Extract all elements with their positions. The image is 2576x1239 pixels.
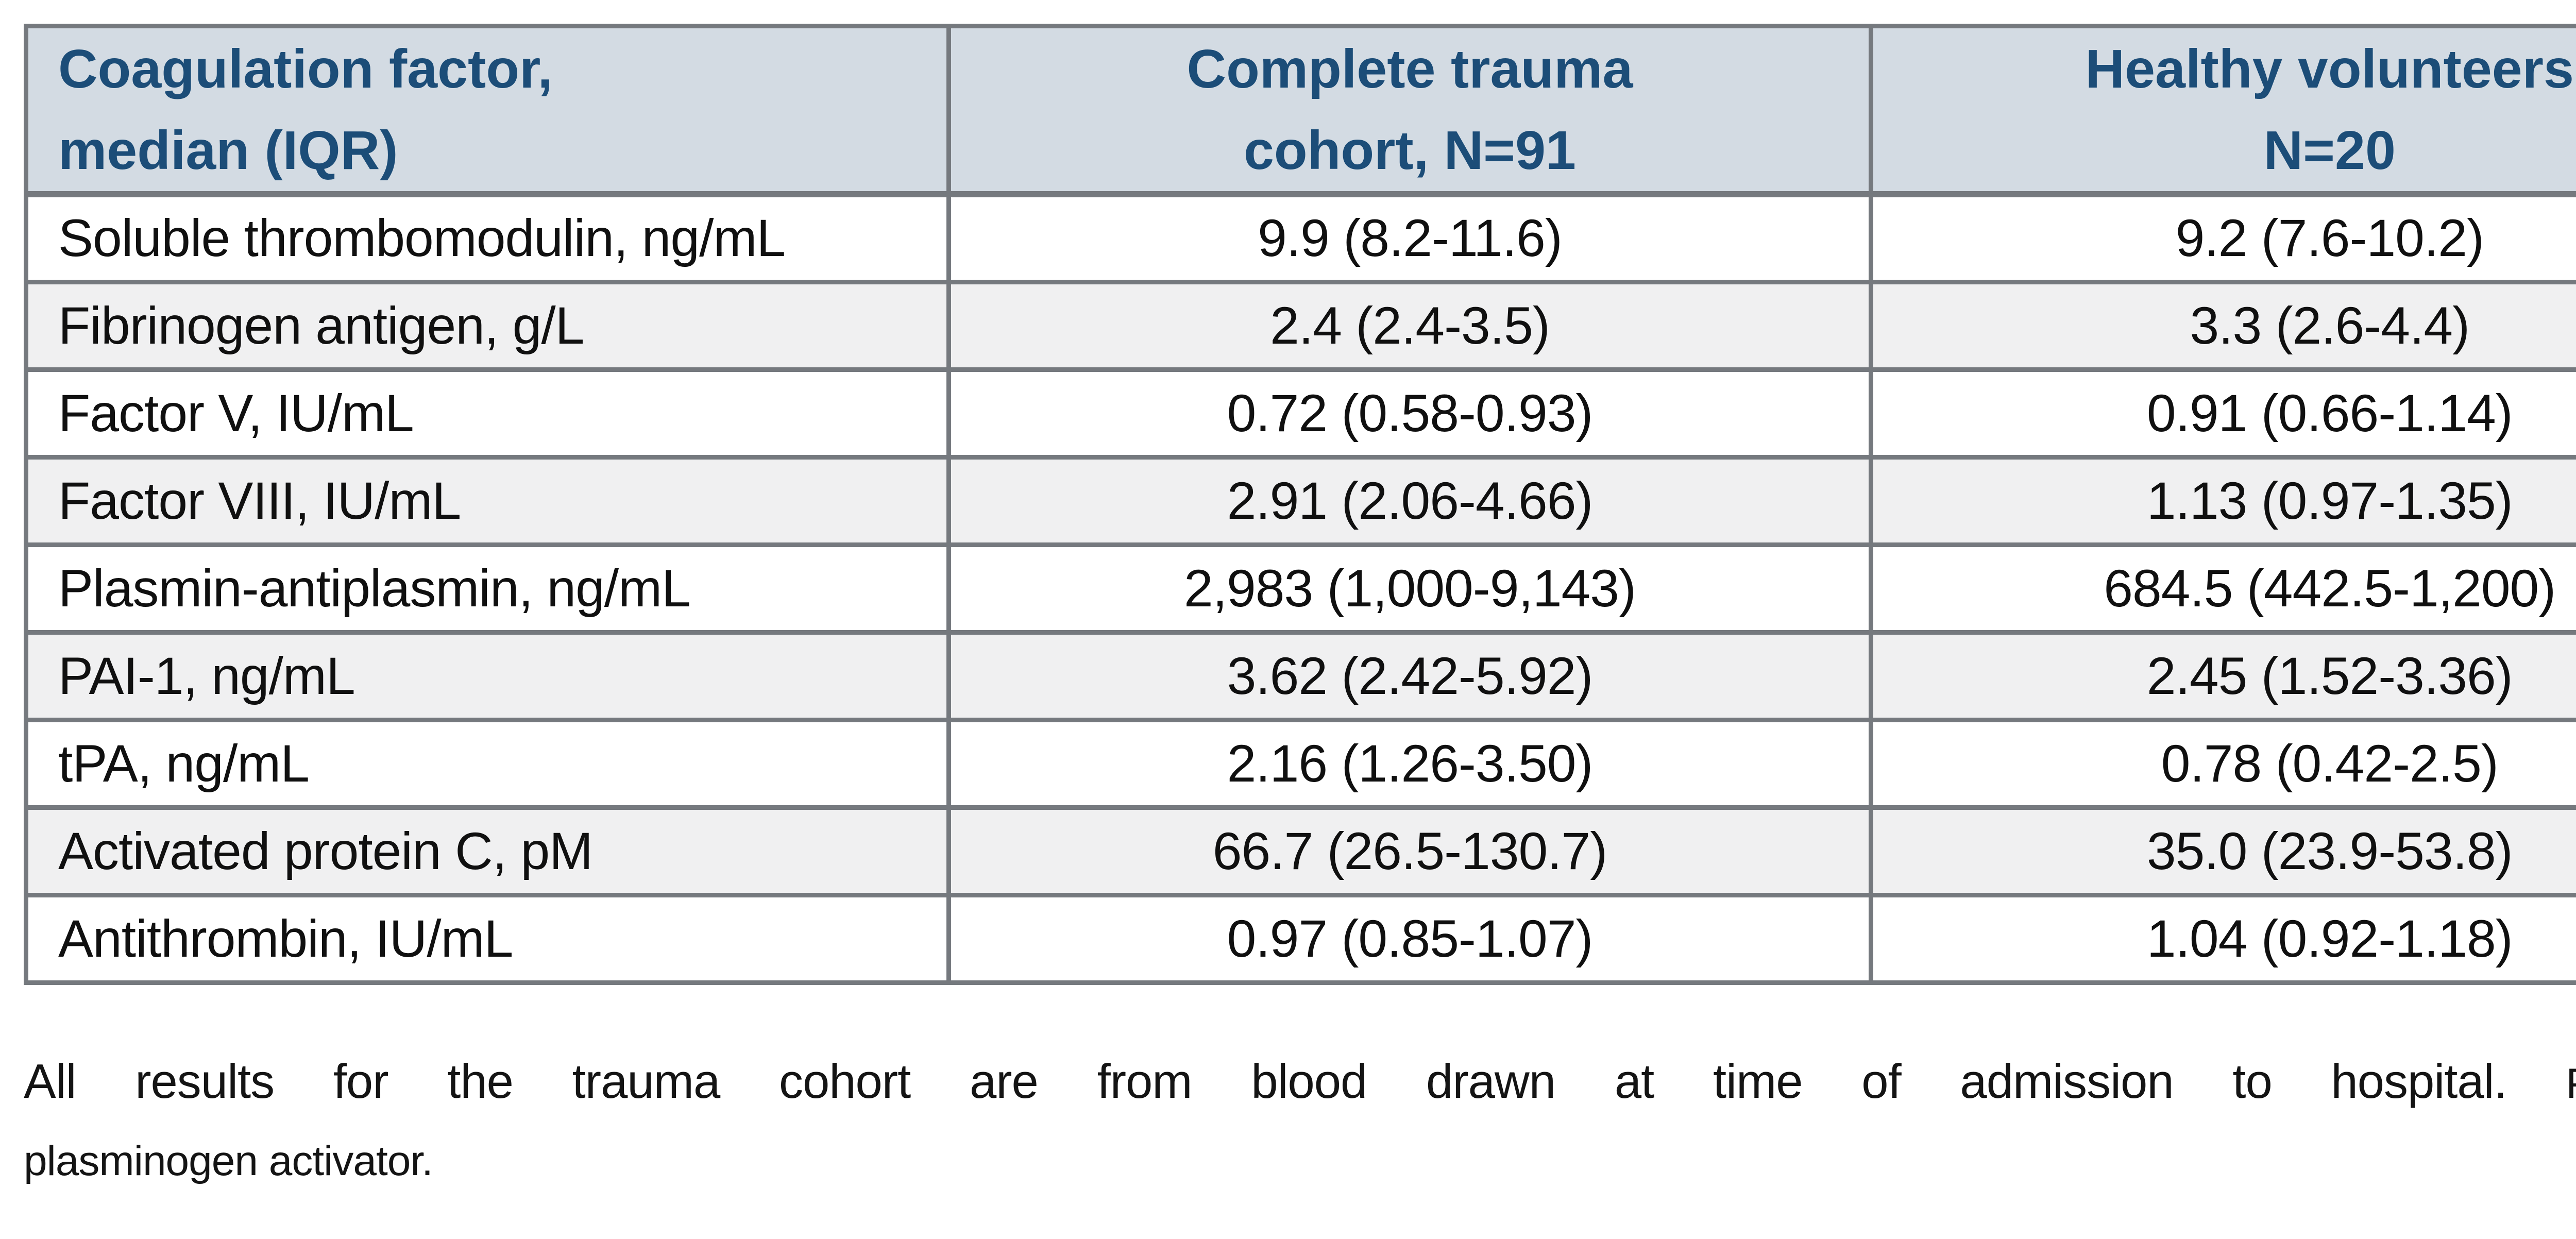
- col-header-healthy-volunteers: Healthy volunteers N=20: [1869, 24, 2576, 197]
- trauma-cohort-value-cell: 0.97 (0.85-1.07): [946, 892, 1874, 985]
- factor-name-cell: PAI-1, ng/mL: [24, 630, 951, 722]
- trauma-cohort-value-cell: 9.9 (8.2-11.6): [946, 192, 1874, 284]
- trauma-cohort-value-cell: 2.16 (1.26-3.50): [946, 717, 1874, 810]
- factor-name-cell: Factor V, IU/mL: [24, 367, 951, 460]
- healthy-volunteers-value-cell: 1.13 (0.97-1.35): [1869, 454, 2576, 547]
- table-row: Soluble thrombomodulin, ng/mL 9.9 (8.2-1…: [24, 192, 2576, 284]
- healthy-volunteers-value-cell: 35.0 (23.9-53.8): [1869, 805, 2576, 897]
- factor-name-cell: Activated protein C, pM: [24, 805, 951, 897]
- col-header-line: Complete trauma: [1187, 39, 1633, 99]
- footnote-abbreviations: PAI-1: plasminogen activator inhibitor-1…: [2566, 1060, 2576, 1107]
- page: Coagulation factor, median (IQR) Complet…: [24, 24, 2576, 1200]
- trauma-cohort-value-cell: 2,983 (1,000-9,143): [946, 542, 1874, 635]
- col-header-line: N=20: [2263, 120, 2396, 181]
- table-row: Activated protein C, pM 66.7 (26.5-130.7…: [24, 805, 2576, 897]
- healthy-volunteers-value-cell: 0.78 (0.42-2.5): [1869, 717, 2576, 810]
- col-header-line: cohort, N=91: [1243, 120, 1576, 181]
- footnote-line1: All results for the trauma cohort are fr…: [24, 1043, 2576, 1123]
- factor-name-cell: Antithrombin, IU/mL: [24, 892, 951, 985]
- healthy-volunteers-value-cell: 9.2 (7.6-10.2): [1869, 192, 2576, 284]
- trauma-cohort-value-cell: 2.4 (2.4-3.5): [946, 279, 1874, 372]
- table-header-row: Coagulation factor, median (IQR) Complet…: [24, 24, 2576, 197]
- factor-name-cell: Factor VIII, IU/mL: [24, 454, 951, 547]
- table-row: PAI-1, ng/mL 3.62 (2.42-5.92) 2.45 (1.52…: [24, 630, 2576, 722]
- table-row: Fibrinogen antigen, g/L 2.4 (2.4-3.5) 3.…: [24, 279, 2576, 372]
- factor-name-cell: Soluble thrombomodulin, ng/mL: [24, 192, 951, 284]
- col-header-coagulation-factor: Coagulation factor, median (IQR): [24, 24, 951, 197]
- factor-name-cell: Fibrinogen antigen, g/L: [24, 279, 951, 372]
- footnote-text: All results for the trauma cohort are fr…: [24, 1054, 2507, 1108]
- col-header-line: Healthy volunteers: [2085, 39, 2574, 99]
- trauma-cohort-value-cell: 0.72 (0.58-0.93): [946, 367, 1874, 460]
- healthy-volunteers-value-cell: 1.04 (0.92-1.18): [1869, 892, 2576, 985]
- healthy-volunteers-value-cell: 3.3 (2.6-4.4): [1869, 279, 2576, 372]
- table-footnote: All results for the trauma cohort are fr…: [24, 1043, 2576, 1200]
- trauma-cohort-value-cell: 2.91 (2.06-4.66): [946, 454, 1874, 547]
- col-header-line: median (IQR): [58, 120, 398, 181]
- table-row: Plasmin-antiplasmin, ng/mL 2,983 (1,000-…: [24, 542, 2576, 635]
- trauma-cohort-value-cell: 66.7 (26.5-130.7): [946, 805, 1874, 897]
- factor-name-cell: tPA, ng/mL: [24, 717, 951, 810]
- healthy-volunteers-value-cell: 684.5 (442.5-1,200): [1869, 542, 2576, 635]
- trauma-cohort-value-cell: 3.62 (2.42-5.92): [946, 630, 1874, 722]
- col-header-trauma-cohort: Complete trauma cohort, N=91: [946, 24, 1874, 197]
- col-header-line: Coagulation factor,: [58, 39, 553, 99]
- coagulation-factors-table: Coagulation factor, median (IQR) Complet…: [24, 24, 2576, 985]
- healthy-volunteers-value-cell: 2.45 (1.52-3.36): [1869, 630, 2576, 722]
- table-row: Factor V, IU/mL 0.72 (0.58-0.93) 0.91 (0…: [24, 367, 2576, 460]
- table-row: tPA, ng/mL 2.16 (1.26-3.50) 0.78 (0.42-2…: [24, 717, 2576, 810]
- factor-name-cell: Plasmin-antiplasmin, ng/mL: [24, 542, 951, 635]
- healthy-volunteers-value-cell: 0.91 (0.66-1.14): [1869, 367, 2576, 460]
- table-row: Factor VIII, IU/mL 2.91 (2.06-4.66) 1.13…: [24, 454, 2576, 547]
- footnote-line2: plasminogen activator.: [24, 1137, 433, 1184]
- table-row: Antithrombin, IU/mL 0.97 (0.85-1.07) 1.0…: [24, 892, 2576, 985]
